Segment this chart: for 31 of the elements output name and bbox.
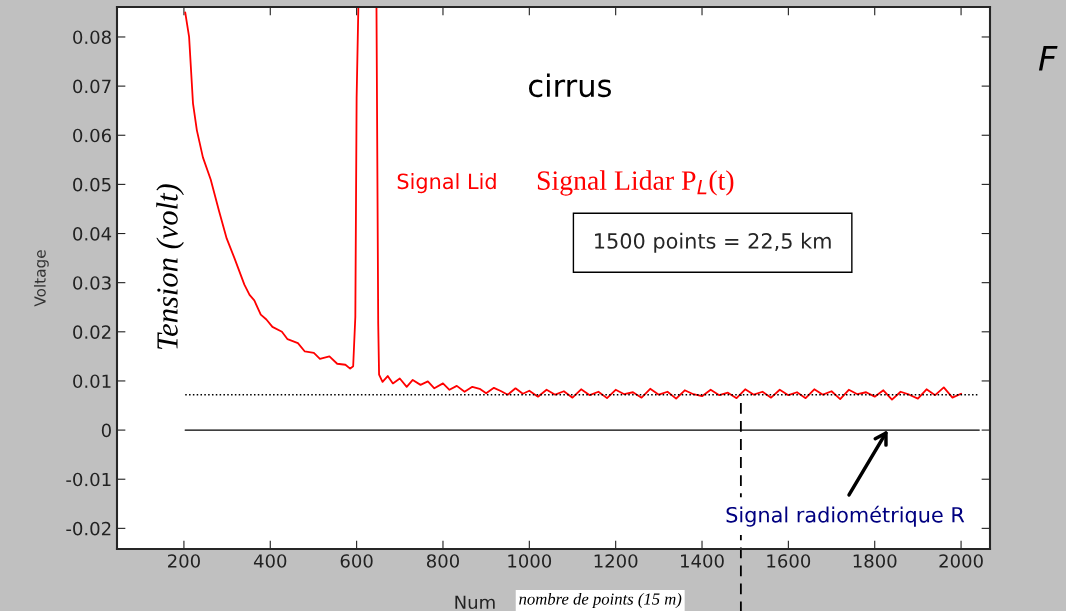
y-tick-label: 0.07 xyxy=(73,79,111,94)
text: nombre de points (15 m) xyxy=(519,592,682,609)
annotation: 1500 points = 22,5 km xyxy=(595,232,831,253)
x-axis-title: Num xyxy=(455,595,495,610)
y-tick-label: -0.01 xyxy=(66,472,111,487)
x-tick-label: 1400 xyxy=(681,554,724,568)
y-tick-label: 0.01 xyxy=(73,374,111,389)
y-tick-label: 0 xyxy=(101,423,111,438)
x-tick-label: 600 xyxy=(340,554,373,568)
text: F xyxy=(1038,46,1058,71)
annotation: cirrus xyxy=(529,73,611,98)
y-tick-label: 0.06 xyxy=(73,128,111,143)
x-tick-label: 2000 xyxy=(939,554,983,568)
annotation: Signal Lid xyxy=(397,173,496,194)
x-tick-label: 200 xyxy=(168,554,200,568)
annotation: Tension (volt) xyxy=(156,184,184,350)
annotation: Signal Lidar P$_{L}$(t) xyxy=(537,170,734,196)
y-axis-title: Voltage xyxy=(33,250,49,307)
x-tick-label: 1800 xyxy=(853,554,897,568)
y-tick-label: 0.05 xyxy=(73,177,111,192)
x-tick-label: 1000 xyxy=(508,554,552,568)
y-tick-label: 0.08 xyxy=(73,30,111,45)
x-tick-label: 800 xyxy=(426,554,459,568)
x-tick-label: 1200 xyxy=(594,554,638,568)
y-tick-label: 0.02 xyxy=(73,325,111,339)
x-tick-label: 400 xyxy=(253,554,287,568)
y-tick-label: 0.03 xyxy=(73,276,111,290)
annotation: Signal radiométrique R xyxy=(726,505,965,527)
y-tick-label: 0.04 xyxy=(73,226,112,241)
x-tick-label: 1600 xyxy=(767,554,811,568)
y-tick-label: -0.02 xyxy=(66,521,111,536)
